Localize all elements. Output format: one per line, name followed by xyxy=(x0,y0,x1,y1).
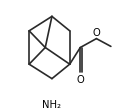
Text: O: O xyxy=(92,28,100,38)
Text: NH₂: NH₂ xyxy=(42,99,61,109)
Text: O: O xyxy=(76,74,84,84)
